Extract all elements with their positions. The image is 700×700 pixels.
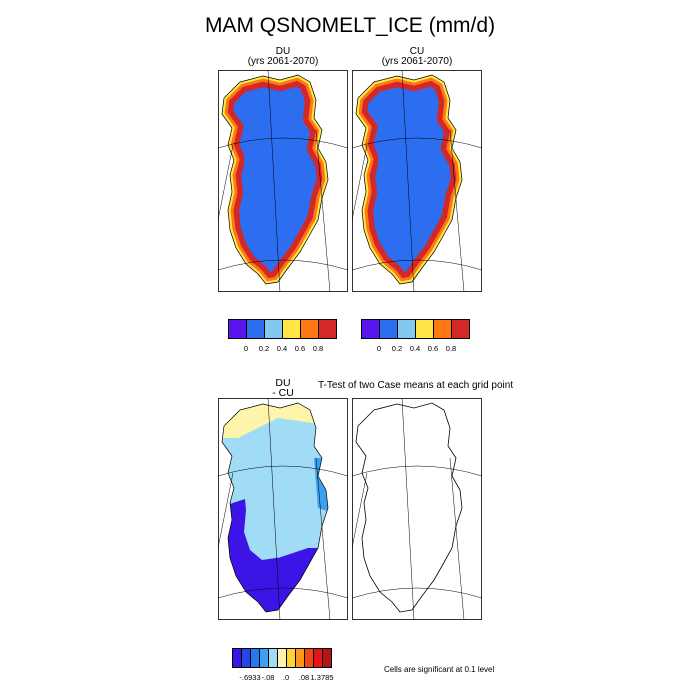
legend-swatch xyxy=(323,649,331,667)
legend-tick-label: .08 xyxy=(298,673,310,682)
cu-panel-title: CU (yrs 2061-2070) xyxy=(352,47,482,67)
cu-subtitle: (yrs 2061-2070) xyxy=(381,56,453,67)
legend-swatch xyxy=(278,649,287,667)
diff-title: DU xyxy=(275,377,291,389)
diff-subtitle: - CU xyxy=(272,387,294,399)
du-panel-title: DU (yrs 2061-2070) xyxy=(218,47,348,67)
cu-map xyxy=(352,70,482,292)
legend-tick-label: 0 xyxy=(376,344,382,353)
legend-tick-label: .0 xyxy=(282,673,290,682)
legend-swatch xyxy=(305,649,314,667)
significance-note: Cells are significant at 0.1 level xyxy=(384,665,495,674)
legend-tick-label: 0 xyxy=(243,344,249,353)
legend-swatch xyxy=(362,320,380,338)
legend-swatch xyxy=(319,320,336,338)
legend-swatch xyxy=(265,320,283,338)
legend-swatch xyxy=(269,649,278,667)
legend-tick-label: 0.2 xyxy=(391,344,403,353)
legend-swatch xyxy=(247,320,265,338)
legend-swatch xyxy=(314,649,323,667)
legend-tick-label: 0.4 xyxy=(276,344,288,353)
legend-swatch xyxy=(301,320,319,338)
legend-tick-label: 0.4 xyxy=(409,344,421,353)
du-subtitle: (yrs 2061-2070) xyxy=(247,56,319,67)
cu-title: CU xyxy=(409,46,425,57)
legend-swatch xyxy=(398,320,416,338)
legend-swatch xyxy=(452,320,469,338)
du-title: DU xyxy=(275,46,291,57)
legend-swatch xyxy=(251,649,260,667)
diff-legend-bar xyxy=(232,648,332,668)
legend-tick-label: 0.6 xyxy=(294,344,306,353)
du-map xyxy=(218,70,348,292)
legend-tick-label: 0.8 xyxy=(445,344,457,353)
legend-swatch xyxy=(260,649,269,667)
legend-tick-label: 0.8 xyxy=(312,344,324,353)
ttest-title: T-Test of two Case means at each grid po… xyxy=(318,380,514,391)
legend-tick-label: -.08 xyxy=(261,673,275,682)
legend-swatch xyxy=(283,320,301,338)
legend-swatch xyxy=(229,320,247,338)
du-legend-bar xyxy=(228,319,337,339)
legend-swatch xyxy=(233,649,242,667)
legend-tick-label: 0.2 xyxy=(258,344,270,353)
ttest-map xyxy=(352,398,482,620)
legend-swatch xyxy=(380,320,398,338)
cu-legend-bar xyxy=(361,319,470,339)
legend-tick-label: 0.6 xyxy=(427,344,439,353)
legend-swatch xyxy=(434,320,452,338)
diff-panel-title: DU - CU xyxy=(218,377,348,399)
legend-swatch xyxy=(242,649,251,667)
figure-title: MAM QSNOMELT_ICE (mm/d) xyxy=(204,14,496,37)
legend-swatch xyxy=(416,320,434,338)
diff-map xyxy=(218,398,348,620)
legend-tick-label: 1.3785 xyxy=(310,673,334,682)
legend-swatch xyxy=(296,649,305,667)
legend-tick-label: -.6933 xyxy=(239,673,261,682)
legend-swatch xyxy=(287,649,296,667)
